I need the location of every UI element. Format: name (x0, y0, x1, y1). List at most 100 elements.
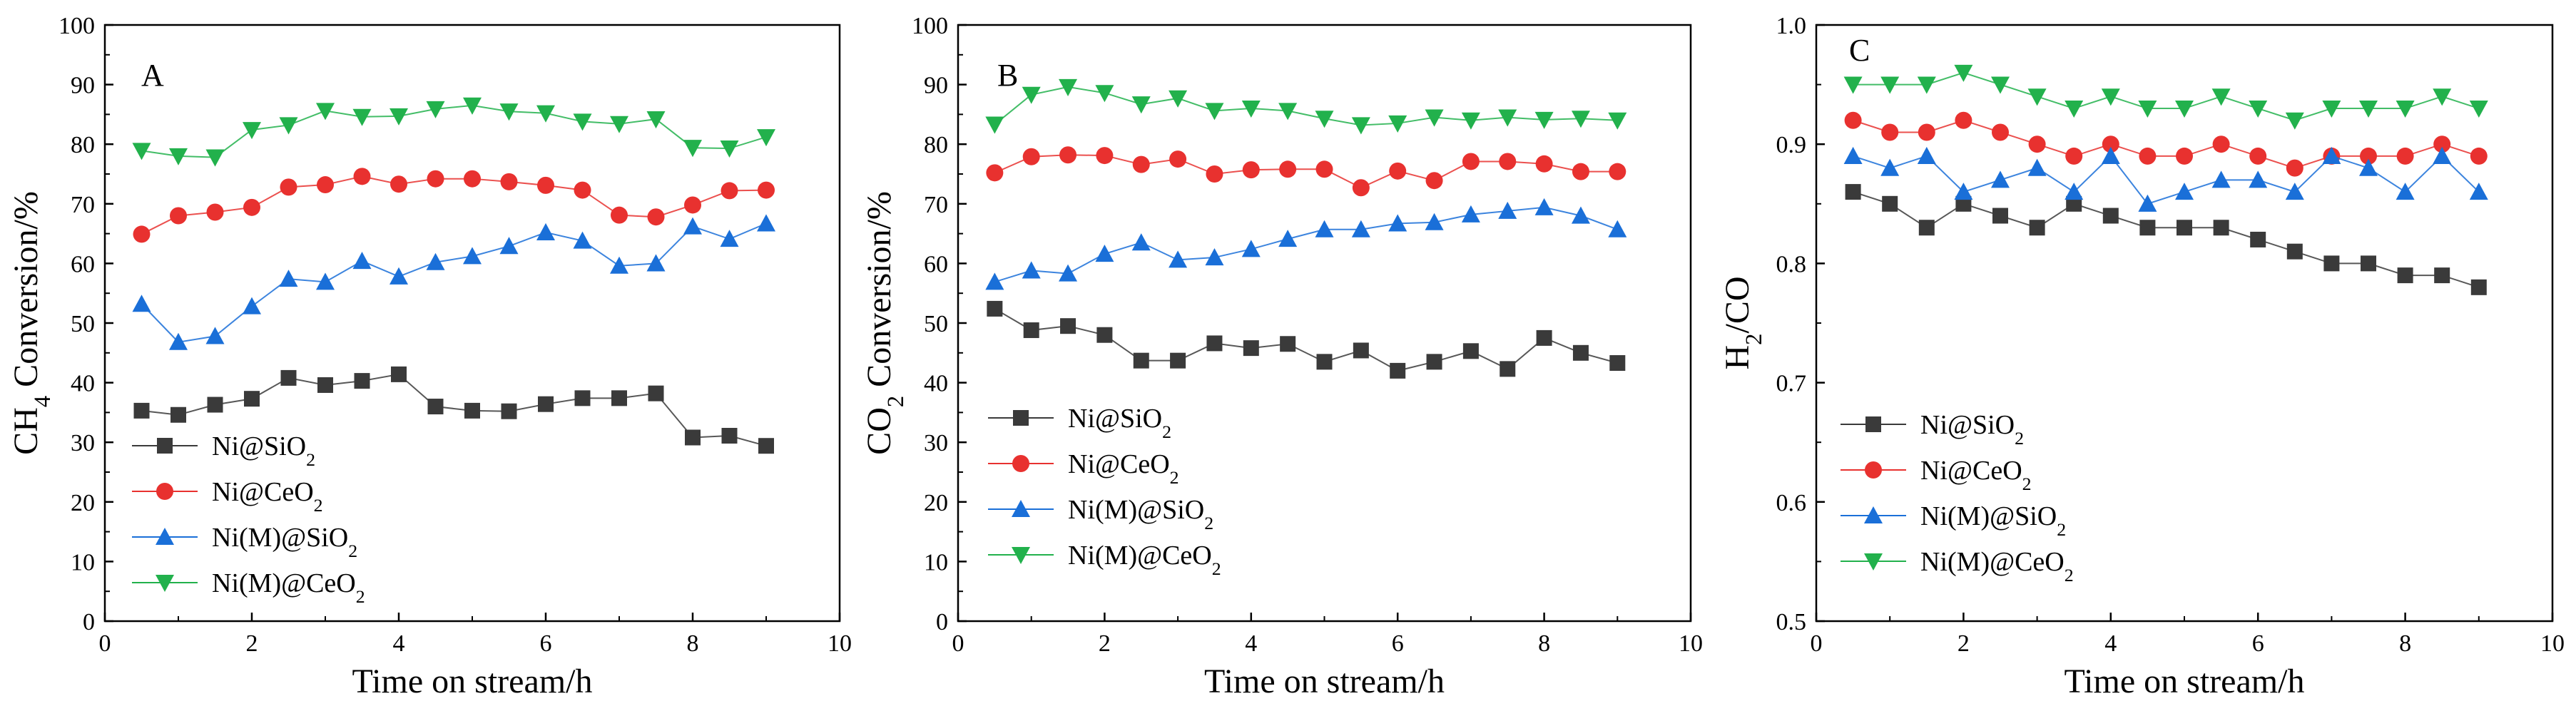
data-point (1880, 76, 1900, 94)
series-1 (133, 366, 774, 454)
data-point (1426, 354, 1442, 370)
data-point (1608, 220, 1627, 237)
data-point (985, 272, 1004, 290)
legend-entry: Ni@SiO2 (132, 431, 315, 470)
series-line (1853, 119, 2480, 169)
data-point (2211, 170, 2231, 188)
x-tick-label: 4 (393, 630, 405, 657)
data-point (1353, 342, 1369, 359)
data-point (1132, 155, 1150, 173)
x-axis: 0 2 4 6 8 10 Time on stream/h (952, 613, 1703, 700)
data-point (2396, 147, 2414, 165)
legend-entry: Ni@CeO2 (988, 449, 1179, 488)
data-point (1206, 335, 1223, 352)
data-point (1352, 179, 1370, 197)
data-point (2102, 135, 2119, 153)
series-3 (1843, 146, 2488, 212)
data-point (244, 391, 260, 407)
data-point (2323, 255, 2340, 272)
legend-label: Ni@SiO2 (1068, 404, 1171, 442)
y-axis: 0 10 20 30 40 50 60 70 80 90 100 CH4 Conversion/% (7, 13, 113, 635)
data-point (426, 252, 445, 270)
data-point (1425, 213, 1444, 230)
data-point (1534, 111, 1554, 129)
data-point (573, 113, 592, 131)
legend-label: Ni@CeO2 (212, 477, 323, 516)
legend-entry: Ni@CeO2 (132, 477, 323, 516)
data-point (1022, 148, 1040, 165)
data-point (1059, 78, 1078, 96)
data-point (2028, 135, 2046, 153)
data-point (1390, 362, 1406, 379)
data-point (317, 176, 334, 194)
data-point (391, 366, 407, 382)
data-point (1170, 352, 1186, 369)
data-point (499, 237, 519, 255)
data-point (1425, 109, 1444, 127)
data-point (205, 149, 225, 167)
legend-label: Ni(M)@SiO2 (1920, 501, 2066, 540)
data-point (169, 332, 188, 350)
data-point (536, 222, 555, 240)
data-point (390, 108, 408, 126)
data-point (1389, 162, 1407, 180)
data-point (1918, 123, 1935, 141)
data-point (2396, 100, 2415, 118)
legend-marker (1865, 416, 1881, 432)
data-point (647, 208, 665, 226)
data-point (1133, 352, 1149, 369)
data-point (499, 103, 519, 121)
data-point (316, 272, 335, 290)
data-point (1845, 184, 1861, 200)
data-point (2322, 100, 2341, 118)
data-point (170, 207, 187, 225)
data-point (1844, 111, 1862, 129)
data-point (1205, 248, 1224, 266)
y-tick-label: 1.0 (1776, 13, 1807, 39)
data-point (538, 396, 554, 412)
data-point (2065, 100, 2084, 118)
x-axis-label: Time on stream/h (352, 663, 593, 700)
data-point (1461, 205, 1480, 222)
data-point (1918, 220, 1935, 236)
data-point (2434, 267, 2450, 284)
data-point (2249, 147, 2267, 165)
y-tick-label: 50 (71, 311, 95, 337)
x-tick-label: 10 (2540, 630, 2565, 657)
data-point (1991, 76, 2010, 94)
legend-entry: Ni(M)@SiO2 (132, 523, 357, 561)
data-point (574, 390, 591, 406)
y-axis-label-group: CH4 Conversion/% (7, 191, 56, 455)
data-point (1991, 170, 2010, 188)
data-point (1242, 161, 1260, 179)
data-point (536, 105, 555, 123)
data-point (1992, 123, 2009, 141)
series-line (141, 175, 767, 235)
data-point (2066, 195, 2082, 212)
data-point (427, 399, 444, 415)
legend-label: Ni@SiO2 (212, 431, 315, 470)
legend-label: Ni(M)@SiO2 (212, 523, 357, 561)
series-3 (985, 198, 1627, 290)
data-point (1095, 85, 1114, 103)
data-point (1280, 336, 1296, 352)
y-axis-label-group: H2/CO (1719, 277, 1767, 370)
data-point (987, 300, 1003, 317)
y-tick-label: 70 (71, 192, 95, 218)
data-point (2139, 147, 2157, 165)
data-point (2433, 146, 2452, 164)
data-point (463, 247, 482, 265)
y-axis-label: CH4 Conversion/% (7, 191, 56, 455)
data-point (2175, 100, 2194, 118)
series-line (1853, 71, 2480, 121)
data-point (353, 168, 371, 185)
data-point (2212, 135, 2230, 153)
y-tick-label: 90 (71, 73, 95, 99)
data-point (2027, 158, 2047, 176)
data-point (243, 297, 261, 314)
data-point (1351, 220, 1370, 237)
y-tick-label: 10 (924, 549, 948, 576)
data-point (1096, 147, 1114, 165)
panel-label: C (1849, 33, 1870, 68)
